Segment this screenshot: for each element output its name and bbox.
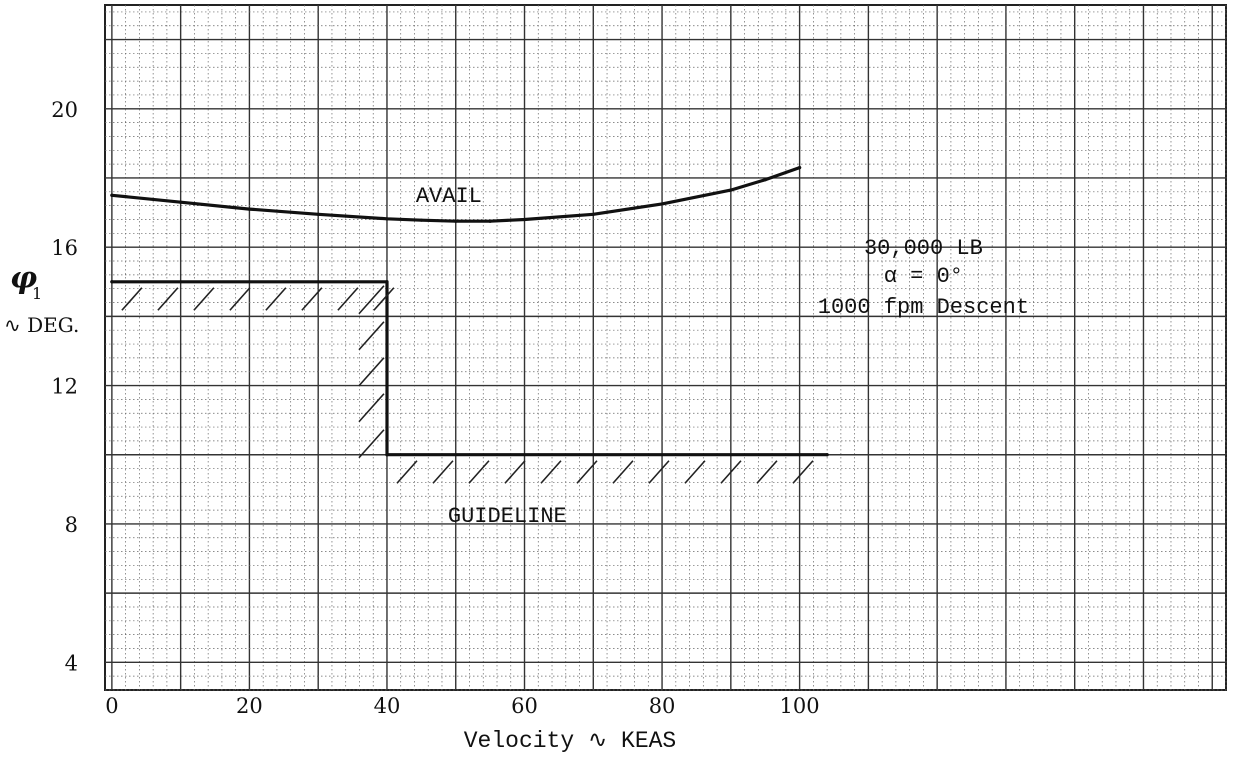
x-tick-label: 60 [511, 694, 538, 718]
chart-series [110, 166, 829, 484]
hatch-mark [358, 285, 385, 315]
hatch-mark [358, 429, 385, 459]
hatch-mark [358, 393, 385, 423]
chart-annotation: 30,000 LB [864, 236, 983, 261]
series-point-avail [179, 200, 183, 204]
series-line-avail [110, 166, 802, 223]
hatch-mark [540, 460, 562, 484]
hatch-mark [373, 287, 395, 311]
series-point-avail [488, 219, 492, 223]
series-point-avail [419, 218, 423, 222]
y-tick-label: 12 [51, 375, 78, 399]
chart-annotation: GUIDELINE [448, 504, 567, 529]
y-axis-unit: ∿ DEG. [4, 313, 79, 337]
hatch-mark [265, 287, 287, 311]
y-axis-symbol: φ [10, 261, 37, 296]
hatch-mark [157, 287, 179, 311]
chart-annotation: α = 0° [884, 264, 963, 289]
series-point-avail [522, 217, 527, 222]
hatch-mark [193, 287, 215, 311]
series-point-avail [316, 212, 320, 216]
series-point-avail [591, 212, 595, 216]
series-point-avail [247, 207, 252, 211]
hatch-mark [468, 460, 490, 484]
plot-frame [104, 4, 1227, 691]
hatch-mark [121, 287, 143, 311]
chart-grid [104, 4, 1227, 691]
series-point-avail [798, 166, 802, 170]
x-tick-label: 20 [236, 694, 263, 718]
x-tick-label: 100 [780, 694, 820, 718]
series-point-guideline [385, 453, 389, 457]
hatch-mark [756, 460, 778, 484]
hatch-mark [684, 460, 706, 484]
hatch-mark [358, 357, 385, 387]
hatch-mark [432, 460, 454, 484]
series-point-avail [729, 188, 733, 192]
x-tick-label: 40 [374, 694, 401, 718]
y-tick-label: 8 [65, 513, 78, 537]
hatch-mark [612, 460, 634, 484]
x-tick-label: 80 [649, 694, 676, 718]
x-axis-label: Velocity ∿ KEAS [464, 728, 677, 754]
y-tick-label: 20 [51, 98, 78, 122]
hatch-mark [576, 460, 598, 484]
y-tick-label: 16 [51, 236, 78, 260]
y-axis-subscript: 1 [32, 284, 42, 303]
chart-labels: 0 20 40 60 80 100 4 8 12 16 20 Velocity ∿ KEAS φ1 ∿ D… [4, 98, 1029, 754]
hatch-mark [720, 460, 742, 484]
series-point-avail [763, 178, 767, 182]
x-tick-label: 0 [105, 694, 118, 718]
chart-annotation: 1000 fpm Descent [818, 295, 1029, 320]
hatch-mark [792, 460, 814, 484]
hatch-mark [301, 287, 323, 311]
hatch-mark [396, 460, 418, 484]
series-point-avail [385, 217, 389, 221]
hatch-mark [358, 321, 385, 351]
chart-annotation: AVAIL [416, 184, 482, 209]
series-point-avail [660, 202, 664, 206]
hatch-mark [337, 287, 359, 311]
series-point-guideline [385, 280, 389, 284]
series-point-guideline [825, 453, 829, 457]
hatch-mark [229, 287, 251, 311]
series-point-guideline [110, 280, 114, 284]
series-point-avail [454, 219, 458, 223]
series-line-guideline [110, 280, 829, 457]
y-tick-label: 4 [65, 651, 78, 675]
hatch-mark [648, 460, 670, 484]
hatch-mark [504, 460, 526, 484]
series-point-avail [110, 193, 114, 197]
